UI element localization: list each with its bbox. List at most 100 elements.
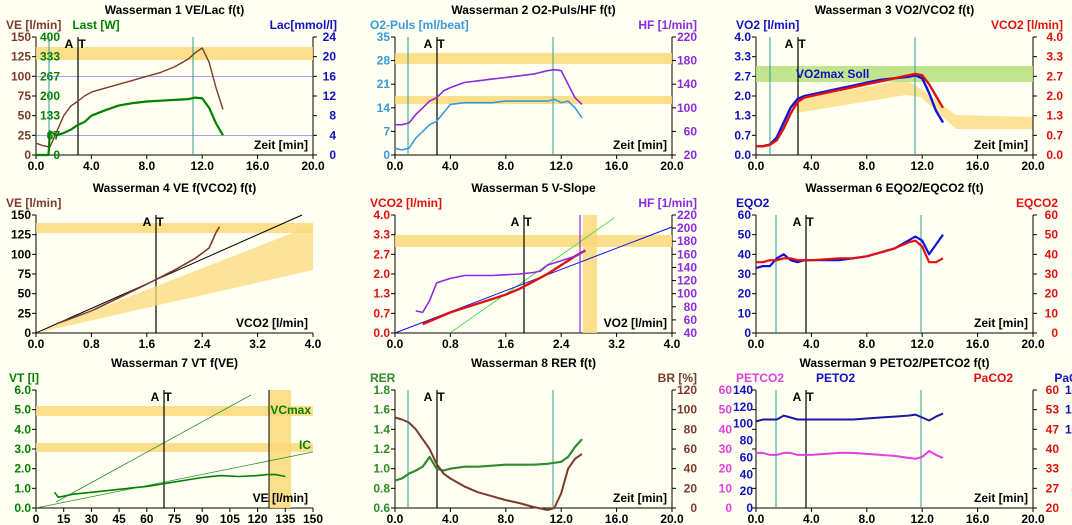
marker-a: A [785, 37, 794, 51]
y-tick-label-left2: 140 [733, 383, 753, 397]
y-tick-label-left: 150 [11, 30, 31, 44]
marker-t: T [524, 215, 532, 229]
y-tick-label-right: 1.3 [1046, 109, 1063, 123]
axis-label: O2-Puls [ml/beat] [370, 18, 469, 32]
y-tick-label-left: 7 [383, 124, 390, 138]
y-tick-label-left: 0.6 [373, 501, 390, 515]
y-tick-label-left: 28 [377, 54, 391, 68]
y-tick-label-right: 160 [677, 247, 697, 261]
y-tick-label-left: 1.3 [734, 109, 751, 123]
y-tick-label-left: 10 [738, 306, 752, 320]
x-tick-label: 20.0 [660, 512, 684, 525]
panel-1: Wasserman 1 VE/Lac f(t) 0.0 4.0 8.0 12.0 16.0… [6, 3, 337, 173]
y-tick-label-left2: 0 [53, 148, 60, 162]
panel-6: Wasserman 6 EQO2/EQCO2 f(t) 0.0 4.0 8.0 12.0… [736, 181, 1058, 351]
y-tick-label-right: 8 [329, 109, 336, 123]
y-tick-label-right: 40 [684, 326, 698, 340]
reference-band [269, 390, 291, 508]
y-tick-label-left: 0 [744, 326, 751, 340]
y-tick-label-left: 2.0 [14, 462, 31, 476]
x-tick-label: 90 [196, 512, 210, 525]
panel-5: Wasserman 5 V-Slope 0.0 0.8 1.6 2.4 3.2 4.0 0.0… [370, 181, 697, 351]
axis-label: PETO2 [816, 371, 855, 385]
y-tick-label-left: 100 [11, 247, 31, 261]
x-tick-label: 12.0 [550, 512, 574, 525]
y-tick-label-right: 50 [1045, 228, 1059, 242]
axis-label: VE [l/min] [6, 18, 61, 32]
panel-2: Wasserman 2 O2-Puls/HF f(t) 0.0 4.0 8.0 12.0… [370, 3, 697, 173]
axis-label: BR [%] [658, 371, 697, 385]
y-tick-label-left2: 80 [740, 434, 754, 448]
marker-t: T [78, 37, 86, 51]
axis-label: RER [370, 371, 396, 385]
y-tick-label-right: 27 [1046, 481, 1060, 495]
y-tick-label-left: 20 [719, 462, 733, 476]
y-tick-label-left: 25 [18, 128, 32, 142]
y-tick-label-left: 0 [24, 326, 31, 340]
x-tick-label: 120 [248, 512, 268, 525]
reference-band [395, 96, 672, 104]
y-tick-label-left: 0.7 [373, 306, 390, 320]
panel-8: Wasserman 8 RER f(t) 0.0 4.0 8.0 12.0 16.0 20.… [370, 356, 697, 525]
y-tick-label-right: 0.0 [1046, 148, 1063, 162]
y-tick-label-right: 0 [690, 501, 697, 515]
x-tick-label: 45 [112, 512, 126, 525]
axis-label: HF [1/min] [638, 196, 697, 210]
y-tick-label-left: 0 [383, 148, 390, 162]
y-tick-label-right: 220 [677, 30, 697, 44]
series-eqo2 [755, 234, 944, 270]
x-tick-label: 20.0 [301, 159, 325, 173]
y-tick-label-right: 20 [323, 50, 337, 64]
vcmax-label: VCmax [270, 403, 311, 417]
predicted-band [796, 80, 1033, 129]
x-tick-label: 12.0 [550, 159, 574, 173]
x-axis-label: Zeit [min] [974, 316, 1028, 330]
x-tick-label: 4.0 [664, 337, 681, 351]
x-tick-label: 12.0 [911, 159, 935, 173]
slope-line [449, 217, 615, 334]
y-tick-label-left2: 200 [40, 89, 60, 103]
panel-title: Wasserman 3 VO2/VCO2 f(t) [815, 3, 975, 17]
y-tick-label-right: 120 [677, 383, 697, 397]
x-axis-label: Zeit [min] [613, 138, 667, 152]
x-tick-label: 0.0 [748, 337, 765, 351]
y-tick-label-right: 0 [329, 148, 336, 162]
panel-3: Wasserman 3 VO2/VCO2 f(t) 0.0 4.0 8.0 12.0 16… [734, 3, 1063, 173]
y-tick-label-right: 100 [677, 403, 697, 417]
y-tick-label-left: 50 [18, 109, 32, 123]
marker-t: T [798, 37, 806, 51]
x-tick-label: 30 [85, 512, 99, 525]
y-tick-label-left2: 0 [746, 501, 753, 515]
y-tick-label-left: 75 [18, 267, 32, 281]
x-tick-label: 8.0 [497, 512, 514, 525]
x-tick-label: 3.2 [608, 337, 625, 351]
y-tick-label-left2: 120 [733, 400, 753, 414]
y-tick-label-right: 47 [1046, 422, 1060, 436]
y-tick-label-right: 60 [1045, 208, 1059, 222]
y-tick-label-right: 80 [684, 422, 698, 436]
y-tick-label-right: 20 [684, 481, 698, 495]
x-tick-label: 20.0 [1021, 337, 1045, 351]
y-tick-label-left2: 20 [740, 484, 754, 498]
y-tick-label-left: 50 [18, 287, 32, 301]
axis-label: VCO2 [l/min] [991, 18, 1063, 32]
panel-title: Wasserman 9 PETO2/PETCO2 f(t) [799, 356, 989, 370]
y-tick-label-right: 2.7 [1046, 69, 1063, 83]
x-tick-label: 0.0 [387, 337, 404, 351]
series-o2-puls [394, 98, 583, 151]
y-tick-label-right: 30 [1045, 267, 1059, 281]
x-axis-label: VO2 [l/min] [604, 316, 667, 330]
x-tick-label: 0.0 [387, 512, 404, 525]
y-tick-label-left2: 40 [740, 467, 754, 481]
y-tick-label-right: 140 [677, 260, 697, 274]
axis-label: PETCO2 [736, 371, 784, 385]
x-tick-label: 16.0 [966, 512, 990, 525]
y-tick-label-right: 200 [677, 221, 697, 235]
y-tick-label-left: 0 [725, 501, 732, 515]
x-tick-label: 0.8 [442, 337, 459, 351]
y-tick-label-right: 80 [684, 300, 698, 314]
x-tick-label: 0.0 [748, 512, 765, 525]
y-tick-label-left: 14 [377, 101, 391, 115]
y-tick-label-right: 40 [684, 462, 698, 476]
y-tick-label-left: 0.0 [14, 501, 31, 515]
